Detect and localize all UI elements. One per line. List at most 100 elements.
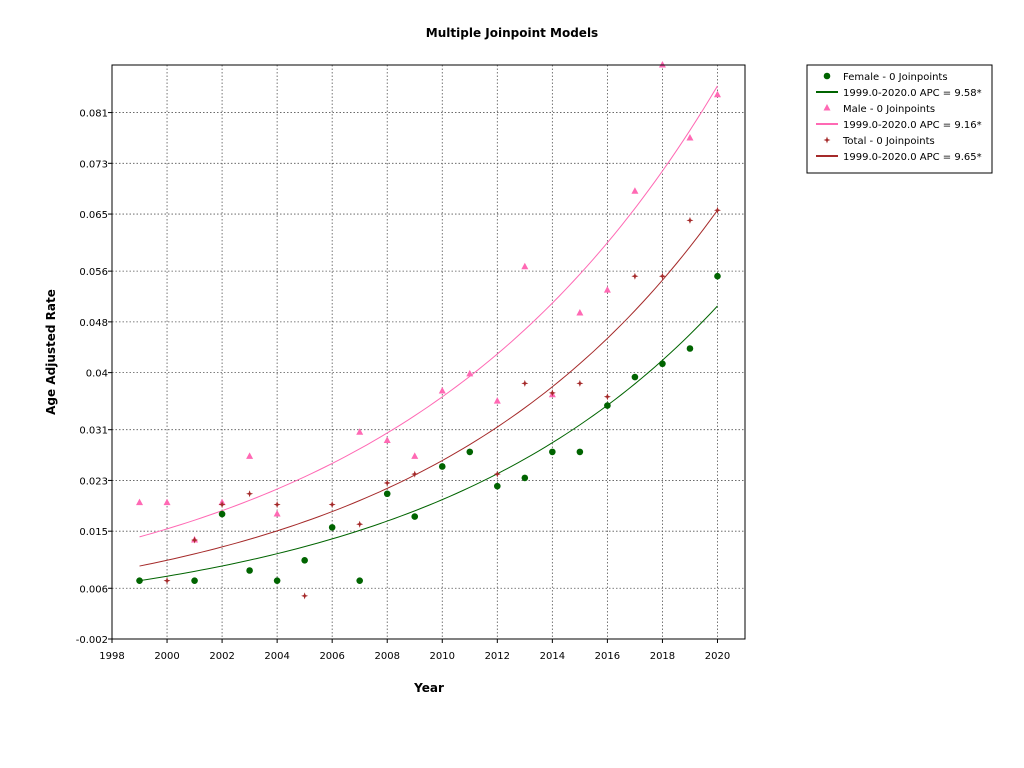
x-tick-label: 2016 — [595, 651, 620, 662]
data-point-series-1 — [603, 286, 611, 293]
x-tick-label: 2006 — [319, 651, 344, 662]
legend-fit-label: 1999.0-2020.0 APC = 9.65* — [843, 152, 982, 163]
legend-marker-1 — [823, 104, 831, 111]
x-tick-label: 2020 — [705, 651, 730, 662]
data-point-series-2 — [521, 379, 529, 387]
data-point-series-2 — [576, 379, 584, 387]
data-point-series-0 — [356, 577, 363, 584]
data-point-series-0 — [411, 513, 419, 520]
fit-line — [139, 305, 718, 582]
legend-fit-label: 1999.0-2020.0 APC = 9.16* — [843, 120, 982, 131]
data-point-series-2 — [246, 490, 254, 498]
data-point-series-2 — [548, 389, 556, 397]
data-point-series-1 — [356, 428, 364, 435]
data-point-series-1 — [136, 498, 144, 506]
x-tick-label: 1998 — [99, 651, 124, 662]
grid — [112, 65, 745, 639]
data-point-series-1 — [466, 369, 474, 377]
data-point-series-1 — [273, 510, 281, 517]
data-point-series-0 — [714, 272, 721, 280]
data-point-series-0 — [246, 567, 253, 574]
y-tick-label: -0.002 — [76, 635, 108, 646]
x-tick-label: 2002 — [209, 651, 234, 662]
legend-series-name: Total - 0 Joinpoints — [842, 136, 935, 147]
data-point-series-2 — [658, 272, 666, 280]
data-point-series-0 — [273, 577, 281, 584]
y-tick-label: 0.006 — [79, 584, 108, 595]
data-point-series-2 — [356, 520, 364, 528]
data-point-series-0 — [191, 577, 198, 584]
data-point-series-1 — [493, 397, 501, 404]
data-point-series-2 — [686, 216, 694, 224]
data-point-series-1 — [438, 387, 446, 394]
legend-fit-label: 1999.0-2020.0 APC = 9.58* — [843, 88, 982, 99]
y-tick-label: 0.048 — [79, 318, 108, 329]
x-axis-ticks: 1998 2000 2002 2004 2006 2008 2010 2012 2014 2016… — [99, 639, 730, 662]
data-point-series-0 — [631, 373, 639, 381]
x-tick-label: 2000 — [154, 651, 179, 662]
data-point-series-0 — [686, 345, 694, 352]
data-point-series-2 — [411, 470, 419, 478]
data-points — [136, 61, 721, 600]
data-point-series-2 — [603, 393, 611, 401]
fit-line — [139, 209, 718, 567]
x-tick-label: 2004 — [264, 651, 289, 662]
data-point-series-1 — [576, 308, 584, 316]
x-tick-label: 2018 — [650, 651, 675, 662]
data-point-series-2 — [301, 592, 309, 600]
data-point-series-0 — [328, 524, 336, 531]
data-point-series-0 — [494, 482, 501, 490]
data-point-series-0 — [604, 402, 611, 409]
x-axis-label: Year — [413, 681, 444, 695]
y-axis-ticks: -0.002 0.006 0.015 0.023 0.031 0.04 0.048 0.056… — [76, 109, 112, 646]
data-point-series-0 — [383, 490, 391, 498]
legend-marker-2 — [823, 136, 831, 144]
y-tick-label: 0.065 — [79, 210, 108, 221]
data-point-series-0 — [136, 577, 143, 584]
data-point-series-2 — [493, 470, 501, 478]
legend-marker-0 — [823, 72, 831, 80]
data-point-series-0 — [218, 510, 226, 518]
plot-area — [112, 65, 745, 639]
y-tick-label: 0.04 — [86, 369, 108, 380]
legend-series-name: Female - 0 Joinpoints — [843, 72, 948, 83]
data-point-series-1 — [383, 436, 391, 443]
y-tick-label: 0.023 — [79, 476, 108, 487]
data-point-series-2 — [273, 501, 281, 509]
x-tick-label: 2012 — [485, 651, 510, 662]
data-point-series-1 — [246, 452, 254, 459]
y-tick-label: 0.073 — [79, 159, 108, 170]
x-tick-label: 2008 — [374, 651, 399, 662]
data-point-series-2 — [218, 501, 226, 509]
y-tick-label: 0.056 — [79, 267, 108, 278]
legend: Female - 0 Joinpoints 1999.0-2020.0 APC =… — [806, 64, 993, 174]
data-point-series-1 — [163, 498, 171, 506]
data-point-series-1 — [411, 452, 419, 459]
y-tick-label: 0.081 — [79, 109, 108, 120]
data-point-series-2 — [383, 479, 391, 487]
data-point-series-0 — [659, 360, 666, 368]
data-point-series-2 — [163, 577, 171, 585]
data-point-series-0 — [576, 448, 584, 456]
data-point-series-1 — [631, 187, 639, 194]
x-tick-label: 2014 — [540, 651, 565, 662]
data-point-series-1 — [521, 262, 529, 270]
legend-series-name: Male - 0 Joinpoints — [843, 104, 935, 115]
data-point-series-0 — [301, 557, 308, 564]
data-point-series-0 — [549, 448, 556, 456]
data-point-series-1 — [658, 61, 666, 68]
data-point-series-2 — [191, 536, 199, 544]
data-point-series-2 — [328, 501, 336, 509]
data-point-series-0 — [521, 474, 529, 482]
data-point-series-2 — [631, 272, 639, 280]
x-tick-label: 2010 — [430, 651, 455, 662]
chart-title: Multiple Joinpoint Models — [426, 26, 598, 40]
data-point-series-0 — [438, 463, 446, 470]
data-point-series-2 — [713, 206, 721, 214]
fit-lines — [139, 85, 718, 582]
data-point-series-0 — [466, 448, 474, 456]
data-point-series-1 — [686, 133, 694, 141]
y-tick-label: 0.015 — [79, 527, 108, 538]
y-tick-label: 0.031 — [79, 426, 108, 437]
